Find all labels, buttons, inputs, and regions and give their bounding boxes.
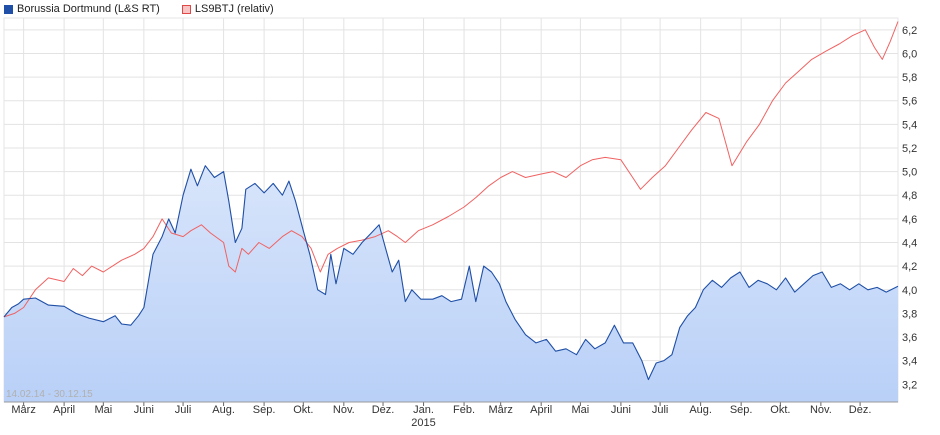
x-tick-label: Sep.	[730, 404, 753, 416]
y-tick-label: 3,4	[902, 356, 917, 368]
x-tick-label: April	[530, 404, 552, 416]
series-area-borussia	[4, 165, 898, 402]
grid	[3, 17, 899, 403]
y-tick-label: 3,2	[902, 379, 917, 391]
y-tick-label: 5,8	[902, 72, 917, 84]
x-tick-sublabel: 2015	[411, 417, 435, 429]
legend-swatch-ls9btj	[181, 4, 191, 14]
y-tick-label: 4,6	[902, 214, 917, 226]
x-tick-label: Nov.	[333, 404, 355, 416]
series-line-borussia	[3, 165, 899, 381]
date-range-label: 14.02.14 - 30.12.15	[6, 389, 93, 400]
x-tick-label: Okt.	[293, 404, 313, 416]
x-tick-label: Mai	[94, 404, 112, 416]
legend-label-ls9btj: LS9BTJ (relativ)	[194, 3, 274, 15]
legend-label-borussia: Borussia Dortmund (L&S RT)	[17, 3, 160, 15]
x-tick-label: Jan.	[413, 404, 434, 416]
x-tick-label: Juni	[134, 404, 154, 416]
area-layer	[4, 165, 898, 402]
x-tick-label: Dez.	[372, 404, 395, 416]
x-tick-label: März	[11, 404, 35, 416]
line-layer	[3, 21, 899, 381]
x-tick-label: März	[488, 404, 512, 416]
x-tick-label: April	[53, 404, 75, 416]
x-tick-label: Juli	[175, 404, 192, 416]
x-tick-label: Aug.	[689, 404, 712, 416]
x-tick-label: Dez.	[849, 404, 872, 416]
y-tick-label: 4,4	[902, 237, 917, 249]
x-tick-label: Feb.	[453, 404, 475, 416]
y-tick-label: 3,6	[902, 332, 917, 344]
y-tick-label: 5,0	[902, 167, 917, 179]
y-tick-label: 6,2	[902, 25, 917, 37]
x-tick-label: Nov.	[810, 404, 832, 416]
y-tick-label: 4,8	[902, 190, 917, 202]
x-tick-label: Juni	[611, 404, 631, 416]
legend-item-ls9btj[interactable]: LS9BTJ (relativ)	[181, 3, 274, 15]
y-tick-label: 4,0	[902, 285, 917, 297]
y-tick-label: 5,6	[902, 96, 917, 108]
y-tick-label: 5,4	[902, 119, 917, 131]
legend: Borussia Dortmund (L&S RT) LS9BTJ (relat…	[4, 2, 296, 16]
y-tick-label: 4,2	[902, 261, 917, 273]
x-tick-label: Juli	[652, 404, 669, 416]
x-tick-label: Okt.	[770, 404, 790, 416]
legend-swatch-borussia	[4, 4, 13, 14]
axes: 3,2 3,4 3,6 3,8 4,0 4,2 4,4 4,6 4,8 5,0 5,2 5,4 5,6 5…	[4, 25, 917, 429]
y-tick-label: 5,2	[902, 143, 917, 155]
x-tick-label: Mai	[572, 404, 590, 416]
x-tick-label: Sep.	[253, 404, 276, 416]
legend-item-borussia[interactable]: Borussia Dortmund (L&S RT)	[4, 3, 160, 15]
series-line-ls9btj	[3, 21, 899, 318]
y-tick-label: 6,0	[902, 48, 917, 60]
y-tick-label: 3,8	[902, 308, 917, 320]
x-tick-label: Aug.	[212, 404, 235, 416]
